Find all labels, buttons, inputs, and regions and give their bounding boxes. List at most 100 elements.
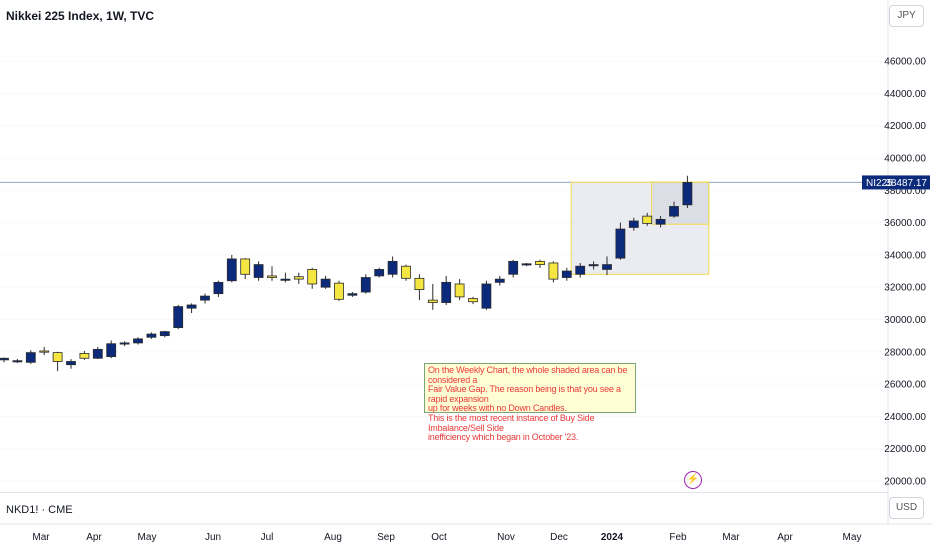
chart-annotation[interactable]: On the Weekly Chart, the whole shaded ar… <box>424 363 636 442</box>
candle[interactable] <box>173 304 184 330</box>
x-tick-label: Dec <box>550 532 568 543</box>
annotation-line: Fair Value Gap. The reason being is that… <box>428 384 621 404</box>
candle-body <box>575 265 586 275</box>
candle[interactable] <box>119 341 130 347</box>
currency-selector-top[interactable]: JPY <box>889 5 924 27</box>
y-tick-label: 42000.00 <box>884 121 926 132</box>
candle[interactable] <box>200 293 210 304</box>
candle[interactable] <box>25 350 36 364</box>
candle[interactable] <box>682 175 693 209</box>
candle[interactable] <box>508 259 519 278</box>
candle[interactable] <box>213 280 224 297</box>
candle[interactable] <box>561 267 572 281</box>
candle[interactable] <box>414 274 425 301</box>
candle[interactable] <box>267 266 277 281</box>
candle-body <box>79 353 90 359</box>
candle[interactable] <box>548 261 559 283</box>
candle[interactable] <box>441 275 452 305</box>
y-tick-label: 28000.00 <box>884 347 926 358</box>
candle-body <box>561 270 572 278</box>
candle[interactable] <box>401 264 411 281</box>
y-tick-label: 46000.00 <box>884 57 926 68</box>
x-tick-label: Jun <box>205 532 221 543</box>
candle[interactable] <box>0 357 9 363</box>
candle[interactable] <box>655 216 666 228</box>
last-price-value: 38487.17 <box>885 178 927 189</box>
candle[interactable] <box>642 212 653 226</box>
candle[interactable] <box>387 256 398 278</box>
candle[interactable] <box>307 267 318 289</box>
x-tick-label: Mar <box>32 532 50 543</box>
candle-body <box>226 258 237 282</box>
y-tick-label: 32000.00 <box>884 283 926 294</box>
candle[interactable] <box>66 359 76 369</box>
candle-body <box>669 206 679 217</box>
candle[interactable] <box>106 340 117 359</box>
x-tick-label: May <box>843 532 862 543</box>
y-tick-label: 20000.00 <box>884 477 926 488</box>
candle-body <box>374 269 385 277</box>
candle[interactable] <box>92 346 103 360</box>
candle[interactable] <box>575 262 586 278</box>
candle[interactable] <box>280 272 291 283</box>
candle[interactable] <box>521 262 532 267</box>
y-tick-label: 22000.00 <box>884 444 926 455</box>
candle[interactable] <box>427 283 438 310</box>
candle-body <box>119 342 130 345</box>
candle[interactable] <box>320 275 331 289</box>
candle[interactable] <box>628 217 639 231</box>
candle[interactable] <box>52 351 63 372</box>
candle-body <box>360 277 371 293</box>
candle[interactable] <box>39 346 50 356</box>
candle[interactable] <box>602 256 612 276</box>
candle[interactable] <box>481 280 492 310</box>
candle[interactable] <box>240 258 251 280</box>
y-tick-label: 44000.00 <box>884 89 926 100</box>
candle[interactable] <box>253 261 264 281</box>
candle-body <box>146 333 157 338</box>
flash-icon[interactable]: ⚡ <box>684 471 702 489</box>
candle[interactable] <box>12 359 23 364</box>
candle-body <box>52 352 63 362</box>
fair-value-gap-box[interactable] <box>651 181 710 225</box>
candle[interactable] <box>334 280 344 301</box>
candle[interactable] <box>186 303 197 314</box>
candle[interactable] <box>535 259 545 268</box>
candle[interactable] <box>133 337 143 345</box>
candle-body <box>454 283 465 298</box>
candle[interactable] <box>669 201 679 218</box>
candle[interactable] <box>374 267 385 278</box>
candle-body <box>347 293 358 296</box>
candle-body <box>253 264 264 278</box>
candle-body <box>468 298 478 303</box>
candle[interactable] <box>494 275 505 286</box>
candle-body <box>159 331 170 337</box>
chart-title: Nikkei 225 Index, 1W, TVC <box>6 9 155 23</box>
candle[interactable] <box>159 330 170 338</box>
x-tick-label: Feb <box>669 532 687 543</box>
x-tick-label: 2024 <box>601 532 624 543</box>
candle[interactable] <box>347 292 358 297</box>
candle-body <box>25 352 36 363</box>
candle-body <box>0 357 9 361</box>
candle-body <box>655 218 666 225</box>
candle[interactable] <box>468 296 478 305</box>
candle[interactable] <box>588 261 599 270</box>
candle[interactable] <box>615 222 626 260</box>
candle-body <box>481 283 492 309</box>
candle[interactable] <box>146 332 157 339</box>
candle-body <box>401 265 411 279</box>
candle[interactable] <box>454 279 465 301</box>
candle-body <box>682 182 693 206</box>
candle[interactable] <box>226 254 237 283</box>
candle[interactable] <box>293 272 304 284</box>
candle[interactable] <box>79 350 90 360</box>
candle-body <box>521 263 532 266</box>
currency-selector-bottom[interactable]: USD <box>889 497 924 519</box>
x-tick-label: Sep <box>377 532 395 543</box>
y-tick-label: 24000.00 <box>884 412 926 423</box>
candle-body <box>293 276 304 280</box>
candle-body <box>173 306 184 328</box>
candle[interactable] <box>360 274 371 294</box>
